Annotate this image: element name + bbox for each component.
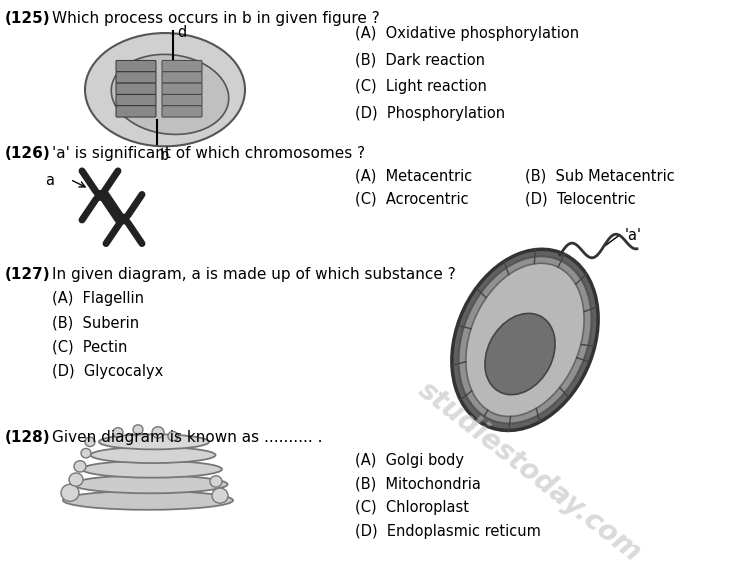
Ellipse shape [85,33,245,146]
Text: (A)  Metacentric: (A) Metacentric [355,168,472,183]
Ellipse shape [485,313,555,395]
Ellipse shape [99,434,209,449]
FancyBboxPatch shape [116,72,156,83]
Circle shape [81,449,91,458]
Text: b: b [160,148,170,163]
Circle shape [74,461,86,472]
FancyBboxPatch shape [162,72,202,83]
FancyBboxPatch shape [116,106,156,117]
Circle shape [210,476,222,487]
Ellipse shape [63,491,233,510]
FancyBboxPatch shape [116,61,156,72]
Text: Which process occurs in b in given figure ?: Which process occurs in b in given figur… [52,11,379,26]
FancyBboxPatch shape [116,94,156,106]
Text: studiestoday.com: studiestoday.com [413,377,647,567]
Text: (A)  Oxidative phosphorylation: (A) Oxidative phosphorylation [355,26,579,41]
Text: d: d [177,26,186,41]
Text: (B)  Mitochondria: (B) Mitochondria [355,477,481,492]
FancyBboxPatch shape [116,83,156,94]
Text: (B)  Sub Metacentric: (B) Sub Metacentric [525,168,675,183]
Text: (B)  Suberin: (B) Suberin [52,315,139,331]
Text: (C)  Acrocentric: (C) Acrocentric [355,191,469,207]
Circle shape [212,488,228,503]
Text: (C)  Light reaction: (C) Light reaction [355,79,487,94]
Text: (D)  Glycocalyx: (D) Glycocalyx [52,364,163,379]
Circle shape [113,428,123,437]
FancyBboxPatch shape [162,94,202,106]
Circle shape [61,484,79,501]
Ellipse shape [466,263,584,417]
FancyBboxPatch shape [162,83,202,94]
Circle shape [95,191,105,200]
Text: (D)  Endoplasmic reticum: (D) Endoplasmic reticum [355,524,541,539]
Ellipse shape [111,54,229,134]
Ellipse shape [72,475,227,494]
Text: 'a' is significant of which chromosomes ?: 'a' is significant of which chromosomes … [52,146,365,161]
Text: (D)  Telocentric: (D) Telocentric [525,191,636,207]
Text: (128): (128) [5,430,50,445]
Circle shape [119,214,129,223]
FancyBboxPatch shape [162,61,202,72]
Circle shape [133,425,143,434]
FancyBboxPatch shape [162,106,202,117]
Text: 'a': 'a' [625,229,642,243]
Text: (A)  Flagellin: (A) Flagellin [52,291,144,306]
Circle shape [69,473,83,486]
Text: (126): (126) [5,146,50,161]
Circle shape [152,427,164,438]
Text: (127): (127) [5,267,50,282]
Text: (C)  Pectin: (C) Pectin [52,340,127,355]
Text: (125): (125) [5,11,50,26]
Ellipse shape [452,249,598,431]
Text: (B)  Dark reaction: (B) Dark reaction [355,53,485,68]
Text: Given diagram is known as .......... .: Given diagram is known as .......... . [52,430,322,445]
Ellipse shape [82,461,222,478]
Text: In given diagram, a is made up of which substance ?: In given diagram, a is made up of which … [52,267,455,282]
Circle shape [85,437,95,446]
Text: (D)  Phosphorylation: (D) Phosphorylation [355,106,505,120]
Text: (C)  Chloroplast: (C) Chloroplast [355,501,469,516]
Ellipse shape [458,256,591,424]
Text: a: a [45,173,54,188]
Text: (A)  Golgi body: (A) Golgi body [355,453,464,468]
Circle shape [168,431,178,441]
Ellipse shape [91,447,216,463]
